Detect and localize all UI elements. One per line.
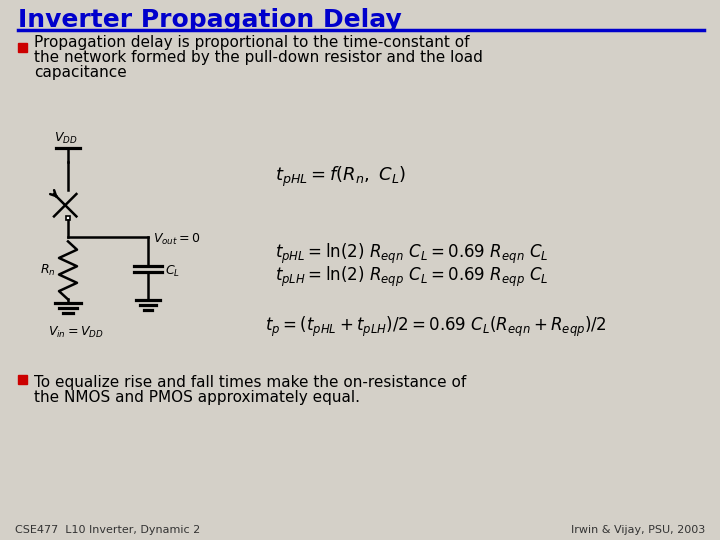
Text: $R_n$: $R_n$: [40, 263, 55, 278]
Text: CSE477  L10 Inverter, Dynamic 2: CSE477 L10 Inverter, Dynamic 2: [15, 525, 200, 535]
Text: the NMOS and PMOS approximately equal.: the NMOS and PMOS approximately equal.: [34, 390, 360, 405]
FancyBboxPatch shape: [18, 43, 27, 51]
Text: Propagation delay is proportional to the time-constant of: Propagation delay is proportional to the…: [34, 35, 469, 50]
Text: $t_{pHL} = \ln(2)\ R_{eqn}\ C_L = 0.69\ R_{eqn}\ C_L$: $t_{pHL} = \ln(2)\ R_{eqn}\ C_L = 0.69\ …: [275, 242, 549, 266]
FancyBboxPatch shape: [66, 217, 70, 220]
Text: $t_{pLH} = \ln(2)\ R_{eqp}\ C_L = 0.69\ R_{eqp}\ C_L$: $t_{pLH} = \ln(2)\ R_{eqp}\ C_L = 0.69\ …: [275, 265, 549, 289]
Text: $C_L$: $C_L$: [165, 264, 180, 279]
Text: $V_{out} = 0$: $V_{out} = 0$: [153, 232, 201, 247]
FancyBboxPatch shape: [18, 375, 27, 383]
Text: the network formed by the pull-down resistor and the load: the network formed by the pull-down resi…: [34, 50, 483, 65]
Text: $t_{pHL} = f(R_n,\ C_L)$: $t_{pHL} = f(R_n,\ C_L)$: [275, 165, 406, 189]
Text: capacitance: capacitance: [34, 65, 127, 80]
Text: Irwin & Vijay, PSU, 2003: Irwin & Vijay, PSU, 2003: [571, 525, 705, 535]
Text: $V_{in} = V_{DD}$: $V_{in} = V_{DD}$: [48, 326, 104, 341]
Text: To equalize rise and fall times make the on-resistance of: To equalize rise and fall times make the…: [34, 375, 467, 390]
Text: $V_{DD}$: $V_{DD}$: [54, 131, 78, 146]
Text: $t_p = (t_{pHL} + t_{pLH})/2 = 0.69\ C_L(R_{eqn} + R_{eqp})/2$: $t_p = (t_{pHL} + t_{pLH})/2 = 0.69\ C_L…: [265, 315, 607, 339]
Text: Inverter Propagation Delay: Inverter Propagation Delay: [18, 8, 402, 32]
